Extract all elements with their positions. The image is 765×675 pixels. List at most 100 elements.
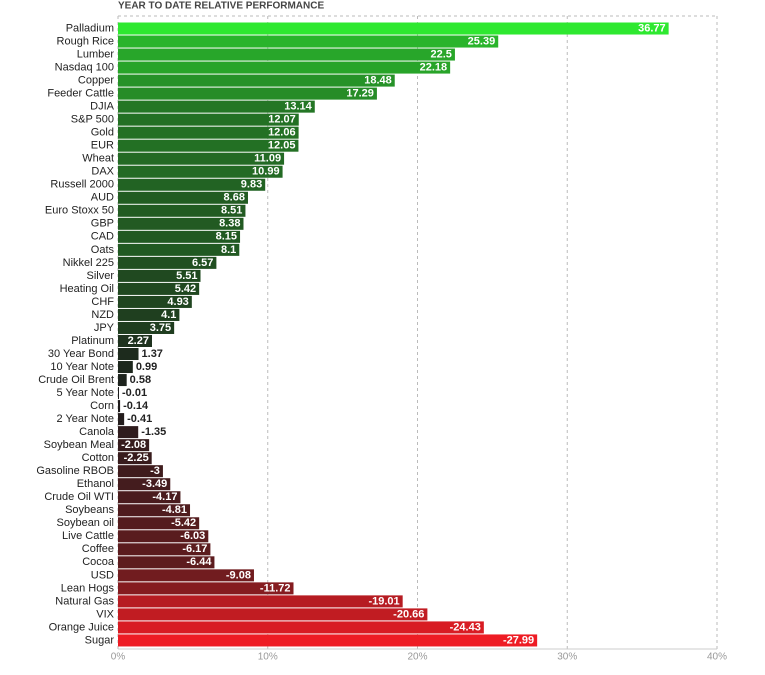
category-label: Lean Hogs	[61, 582, 115, 594]
value-label: 12.05	[268, 140, 296, 152]
category-label: Nasdaq 100	[55, 61, 114, 73]
category-label: AUD	[91, 192, 114, 204]
category-label: Natural Gas	[55, 595, 114, 607]
bar	[118, 439, 150, 452]
category-label: S&P 500	[71, 114, 114, 126]
value-label: 0.99	[136, 361, 157, 373]
bar	[118, 452, 152, 465]
value-label: 25.39	[468, 35, 496, 47]
category-label: Live Cattle	[62, 530, 114, 542]
value-label: 9.83	[241, 179, 262, 191]
value-label: -2.25	[124, 452, 149, 464]
bar	[118, 334, 152, 347]
bar	[118, 595, 403, 608]
category-label: 30 Year Bond	[48, 348, 114, 360]
value-label: 12.07	[268, 114, 296, 126]
category-label: GBP	[91, 218, 114, 230]
x-tick-label: 0%	[111, 652, 126, 663]
value-label: 8.1	[221, 244, 236, 256]
value-label: 36.77	[638, 22, 666, 34]
value-label: 8.15	[216, 231, 237, 243]
bar	[118, 543, 211, 556]
value-label: -24.43	[450, 621, 481, 633]
category-label: Canola	[79, 426, 115, 438]
bar	[118, 48, 455, 61]
value-label: -3	[150, 465, 160, 477]
bar	[118, 517, 200, 530]
x-tick-label: 40%	[707, 652, 727, 663]
bar	[118, 569, 254, 582]
category-label: Crude Oil Brent	[38, 374, 114, 386]
bar	[118, 269, 201, 282]
bar	[118, 387, 119, 400]
bar	[118, 256, 217, 269]
value-label: -6.03	[180, 530, 205, 542]
category-label: Ethanol	[77, 478, 114, 490]
value-label: 8.68	[224, 192, 245, 204]
category-label: Wheat	[82, 153, 114, 165]
bar	[118, 61, 451, 74]
x-tick-label: 10%	[258, 652, 278, 663]
bar	[118, 530, 209, 543]
value-label: 5.51	[176, 270, 197, 282]
value-label: -9.08	[226, 569, 251, 581]
value-label: -27.99	[503, 634, 534, 646]
value-label: 17.29	[346, 88, 374, 100]
category-label: Lumber	[77, 48, 115, 60]
category-label: Feeder Cattle	[47, 88, 114, 100]
value-label: 10.99	[252, 166, 280, 178]
category-label: EUR	[91, 140, 114, 152]
category-label: Nikkel 225	[63, 257, 114, 269]
category-label: DAX	[91, 166, 114, 178]
category-label: CHF	[91, 296, 114, 308]
bar	[118, 621, 484, 634]
category-label: Soybean Meal	[44, 439, 114, 451]
bar	[118, 608, 428, 621]
value-label: 4.93	[167, 296, 188, 308]
value-label: 11.09	[254, 153, 281, 165]
category-label: Coffee	[82, 543, 114, 555]
bar	[118, 282, 200, 295]
value-label: -11.72	[260, 582, 291, 594]
bar	[118, 400, 121, 413]
value-label: -0.01	[122, 387, 147, 399]
value-label: -19.01	[368, 595, 399, 607]
value-label: 22.18	[420, 61, 448, 73]
value-label: 6.57	[192, 257, 213, 269]
value-label: -4.81	[162, 504, 187, 516]
value-label: 1.37	[142, 348, 163, 360]
bar	[118, 321, 175, 334]
value-label: -1.35	[141, 426, 166, 438]
category-label: CAD	[91, 231, 114, 243]
category-label: Euro Stoxx 50	[45, 205, 114, 217]
bar	[118, 295, 192, 308]
category-label: Orange Juice	[49, 621, 114, 633]
category-label: NZD	[91, 309, 114, 321]
bar	[118, 152, 285, 165]
chart-title: YEAR TO DATE RELATIVE PERFORMANCE	[118, 1, 324, 12]
category-label: VIX	[96, 608, 114, 620]
category-label: Silver	[86, 270, 114, 282]
category-label: Cocoa	[82, 556, 115, 568]
bar	[118, 178, 266, 191]
category-label: Gold	[91, 127, 114, 139]
value-label: 0.58	[130, 374, 151, 386]
bar	[118, 361, 133, 374]
bar	[118, 348, 139, 361]
bar	[118, 504, 191, 517]
value-label: 5.42	[175, 283, 196, 295]
value-label: 12.06	[268, 127, 296, 139]
category-label: Corn	[90, 400, 114, 412]
bar	[118, 491, 181, 504]
value-label: 13.14	[284, 101, 312, 113]
category-label: 5 Year Note	[57, 387, 115, 399]
value-label: -0.41	[127, 413, 152, 425]
bar	[118, 465, 163, 478]
category-label: Rough Rice	[57, 35, 114, 47]
value-label: 4.1	[161, 309, 176, 321]
category-label: Palladium	[66, 22, 114, 34]
bar	[118, 374, 127, 387]
category-label: 10 Year Note	[50, 361, 114, 373]
bar	[118, 426, 139, 439]
